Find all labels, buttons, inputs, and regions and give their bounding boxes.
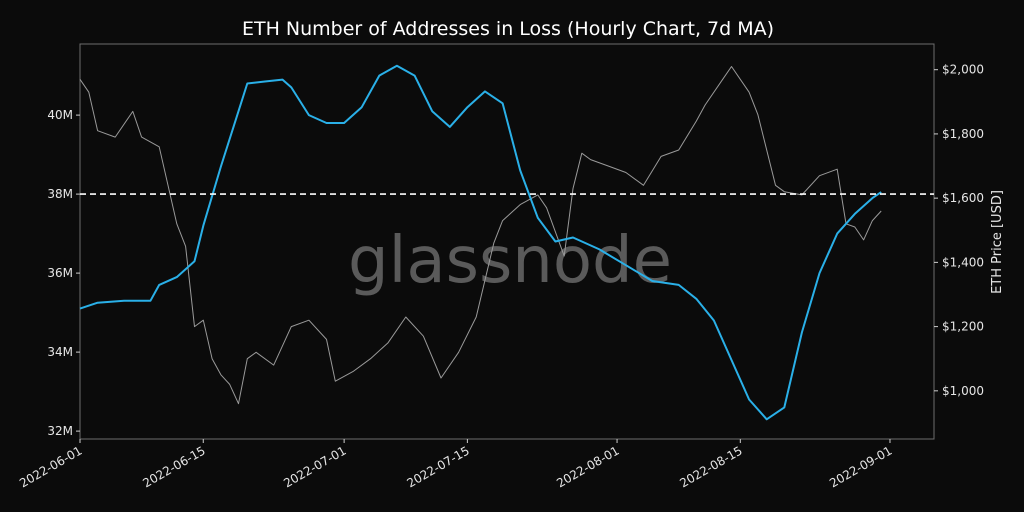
y-left-tick-label: 40M	[47, 108, 73, 122]
x-tick-label: 2022-09-01	[827, 443, 894, 490]
y-left-tick-label: 38M	[47, 187, 73, 201]
x-tick-label: 2022-08-15	[677, 443, 744, 490]
y-left-tick-label: 36M	[47, 266, 73, 280]
y-left-tick-label: 34M	[47, 345, 73, 359]
y-right-tick-label: $1,800	[942, 127, 984, 141]
y-right-tick-label: $1,600	[942, 191, 984, 205]
y-right-axis: $1,000 $1,200 $1,400 $1,600 $1,800 $2,000	[934, 63, 984, 398]
watermark: glassnode	[348, 224, 672, 298]
y-right-tick-label: $1,200	[942, 320, 984, 334]
y-right-tick-label: $2,000	[942, 63, 984, 77]
y-right-axis-label: ETH Price [USD]	[990, 190, 1005, 294]
series-line-addresses-in-loss	[79, 64, 882, 421]
y-left-tick-label: 32M	[47, 424, 73, 438]
x-tick-label: 2022-07-15	[404, 443, 471, 490]
x-tick-label: 2022-07-01	[281, 443, 348, 490]
series-line-eth-price	[79, 66, 882, 405]
x-tick-label: 2022-06-15	[140, 443, 207, 490]
x-tick-label: 2022-06-01	[17, 443, 84, 490]
chart-title: ETH Number of Addresses in Loss (Hourly …	[242, 18, 774, 40]
y-right-tick-label: $1,400	[942, 255, 984, 269]
y-left-axis: 32M 34M 36M 38M 40M	[47, 108, 80, 438]
x-tick-label: 2022-08-01	[554, 443, 621, 490]
x-axis: 2022-06-01 2022-06-15 2022-07-01 2022-07-15…	[17, 439, 895, 490]
series-layer	[79, 64, 882, 421]
watermark-text: glassnode	[348, 224, 672, 298]
y-right-tick-label: $1,000	[942, 384, 984, 398]
